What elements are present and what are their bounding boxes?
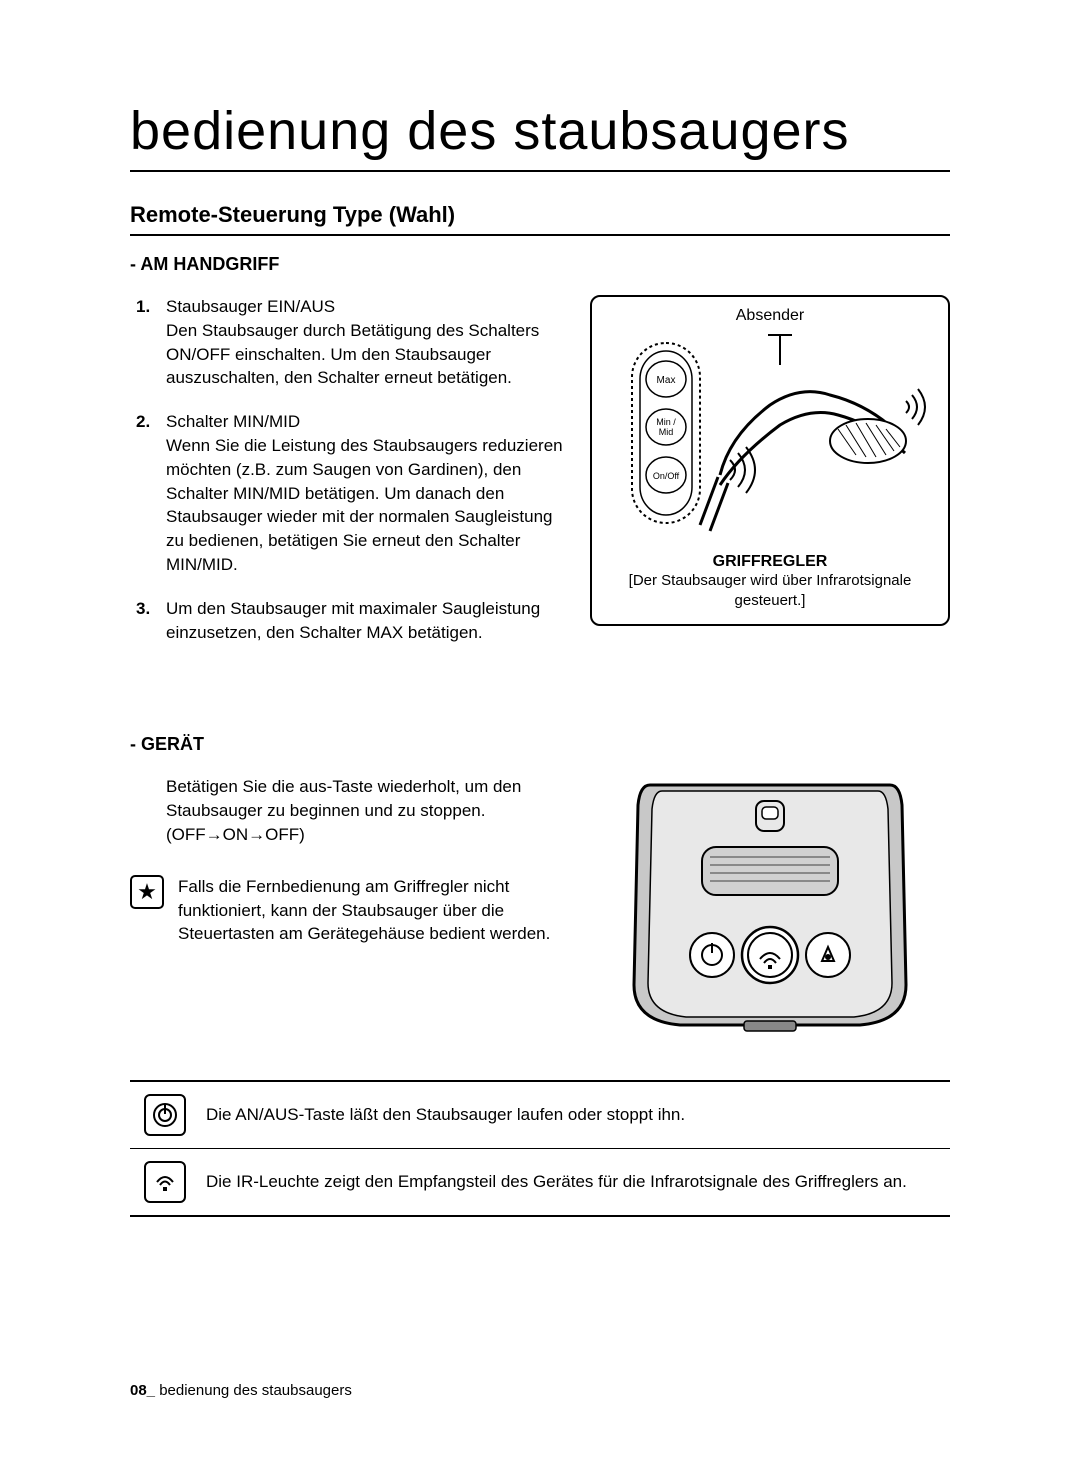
icon-table: Die AN/AUS-Taste läßt den Staubsauger la… [130,1080,950,1217]
list-item: 2. Schalter MIN/MID Wenn Sie die Leistun… [166,410,570,577]
btn-onoff-label: On/Off [653,471,680,481]
gerat-text: Betätigen Sie die aus-Taste wiederholt, … [130,775,570,846]
item-head: Schalter MIN/MID [166,412,300,431]
absender-label: Absender [606,307,934,325]
footer-text: bedienung des staubsaugers [155,1382,352,1399]
item-body: Den Staubsauger durch Betätigung des Sch… [166,319,570,390]
table-row: Die AN/AUS-Taste läßt den Staubsauger la… [130,1082,950,1149]
row-text: Die AN/AUS-Taste läßt den Staubsauger la… [206,1104,695,1127]
btn-mid-label: Min / [656,417,676,427]
device-svg [590,775,950,1035]
list-item: 1. Staubsauger EIN/AUS Den Staubsauger d… [166,295,570,390]
power-icon [144,1094,186,1136]
item-number: 2. [136,410,150,434]
diagram-caption: [Der Staubsauger wird über Infrarotsigna… [606,571,934,610]
item-body: Wenn Sie die Leistung des Staubsaugers r… [166,434,570,577]
item-body: Um den Staubsauger mit maximaler Sauglei… [166,597,570,645]
row-text: Die IR-Leuchte zeigt den Empfangsteil de… [206,1171,917,1194]
table-row: Die IR-Leuchte zeigt den Empfangsteil de… [130,1149,950,1215]
page-number: 08_ [130,1382,155,1399]
gerat-heading: - GERÄT [130,734,950,755]
svg-text:Mid: Mid [659,427,674,437]
item-number: 1. [136,295,150,319]
btn-max-label: Max [657,375,676,386]
handle-diagram: Absender Max Min / Mid On/Off [590,295,950,626]
item-number: 3. [136,597,150,621]
star-icon: ★ [130,875,164,909]
handgriff-list: 1. Staubsauger EIN/AUS Den Staubsauger d… [130,295,570,644]
section-title: Remote-Steuerung Type (Wahl) [130,202,950,236]
handle-svg: Max Min / Mid On/Off [610,325,930,545]
gerat-note: Falls die Fernbedienung am Griffregler n… [178,875,570,946]
item-head: Staubsauger EIN/AUS [166,297,335,316]
diagram-caption-bold: GRIFFREGLER [606,553,934,571]
page-title: bedienung des staubsaugers [130,100,950,172]
page-footer: 08_ bedienung des staubsaugers [130,1382,352,1399]
list-item: 3. Um den Staubsauger mit maximaler Saug… [166,597,570,645]
handgriff-heading: - AM HANDGRIFF [130,254,950,275]
ir-icon [144,1161,186,1203]
